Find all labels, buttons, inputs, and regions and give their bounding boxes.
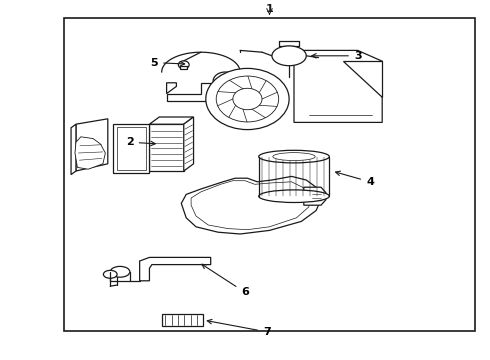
Ellipse shape: [233, 88, 262, 110]
Bar: [64, 18, 475, 331]
Text: 3: 3: [312, 51, 362, 61]
Ellipse shape: [103, 270, 117, 278]
Polygon shape: [294, 50, 382, 122]
Ellipse shape: [178, 61, 189, 69]
Ellipse shape: [110, 266, 130, 277]
Text: 7: 7: [207, 319, 271, 337]
Polygon shape: [312, 193, 321, 200]
Polygon shape: [167, 83, 284, 101]
Ellipse shape: [272, 46, 306, 66]
Polygon shape: [71, 124, 76, 175]
Polygon shape: [117, 127, 146, 170]
Polygon shape: [180, 66, 187, 69]
Ellipse shape: [206, 68, 289, 130]
Polygon shape: [304, 187, 326, 205]
Ellipse shape: [216, 76, 279, 122]
Text: 4: 4: [336, 171, 374, 187]
Ellipse shape: [273, 153, 315, 161]
Polygon shape: [343, 61, 382, 97]
Polygon shape: [75, 137, 105, 169]
Polygon shape: [191, 181, 311, 230]
Polygon shape: [76, 119, 108, 171]
Polygon shape: [149, 124, 184, 171]
Text: 6: 6: [202, 264, 249, 297]
Polygon shape: [140, 257, 211, 281]
Ellipse shape: [259, 190, 329, 202]
Polygon shape: [184, 117, 194, 171]
Text: 1: 1: [266, 4, 273, 14]
Polygon shape: [162, 314, 203, 326]
Polygon shape: [167, 83, 176, 94]
Ellipse shape: [259, 150, 329, 163]
Text: 5: 5: [150, 58, 185, 68]
Polygon shape: [113, 124, 149, 173]
Polygon shape: [149, 117, 194, 124]
Polygon shape: [181, 176, 321, 234]
Text: 2: 2: [126, 137, 155, 147]
